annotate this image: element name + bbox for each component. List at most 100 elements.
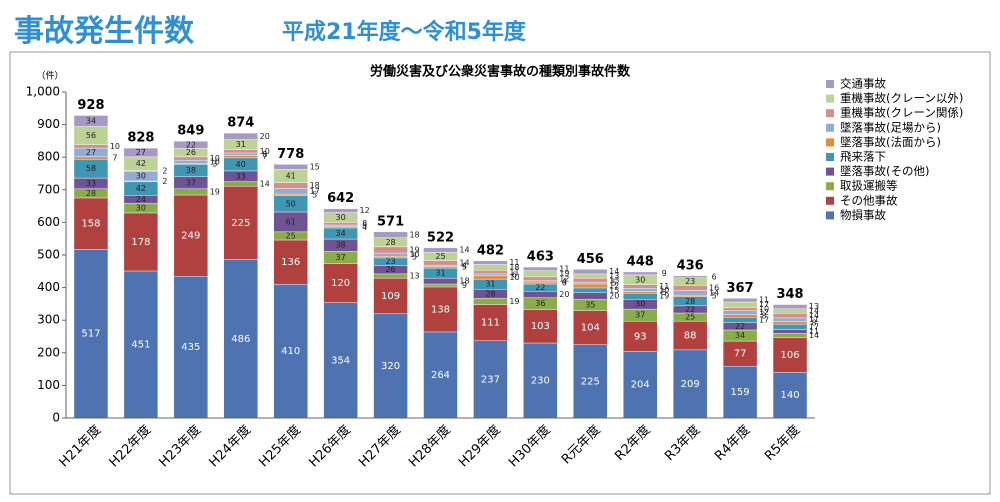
- data-label: 25: [286, 231, 296, 240]
- bar-segment: [273, 164, 308, 170]
- legend-swatch: [826, 80, 834, 88]
- bar-segment: [223, 132, 258, 140]
- data-label: 11: [659, 282, 669, 291]
- data-label: 5: [612, 279, 617, 288]
- data-label: 104: [581, 323, 600, 334]
- data-label: 20: [609, 292, 619, 301]
- data-label: 42: [136, 159, 146, 168]
- total-label: 928: [77, 98, 104, 113]
- data-label: 225: [581, 376, 600, 387]
- data-label: 8: [762, 311, 767, 320]
- legend-label: 交通事故: [840, 77, 886, 91]
- data-label: 12: [609, 281, 619, 290]
- data-label: 37: [186, 178, 196, 187]
- bar-segment: [373, 256, 408, 259]
- bar-segment: [473, 260, 508, 265]
- bar-segment: [223, 186, 258, 260]
- data-label: 10: [659, 285, 669, 294]
- data-label: 23: [685, 277, 695, 286]
- data-label: 435: [181, 342, 200, 353]
- bar-segment: [772, 329, 808, 334]
- bar-segment: [173, 159, 209, 164]
- data-label: 36: [535, 299, 545, 308]
- data-label: 410: [281, 346, 300, 357]
- data-label: 5: [712, 291, 717, 300]
- legend-label: 墜落事故(足場から): [840, 120, 941, 134]
- data-label: 3: [212, 159, 217, 168]
- bar-segment: [323, 224, 358, 227]
- bar-segment: [573, 292, 608, 300]
- bar-segment: [323, 208, 358, 213]
- bar-segment: [672, 285, 708, 291]
- data-label: 31: [485, 280, 495, 289]
- data-label: 8: [811, 318, 816, 327]
- data-label: 58: [86, 164, 96, 173]
- bar-segment: [523, 309, 558, 344]
- bar-segment: [473, 273, 508, 277]
- data-label: 27: [136, 148, 146, 157]
- data-label: 12: [360, 206, 370, 215]
- data-label: 31: [435, 269, 445, 278]
- bar-segment: [123, 212, 159, 272]
- data-label: 20: [260, 132, 270, 141]
- data-label: 30: [336, 213, 346, 222]
- bar-segment: [373, 273, 408, 279]
- data-label: 14: [809, 307, 819, 316]
- data-label: 486: [231, 334, 250, 345]
- total-label: 874: [227, 116, 254, 131]
- data-label: 140: [780, 390, 799, 401]
- data-label: 18: [459, 277, 469, 286]
- bar-segment: [173, 156, 209, 161]
- data-label: 5: [312, 190, 317, 199]
- y-tick-label: 0: [52, 411, 60, 425]
- data-label: 88: [684, 331, 697, 342]
- bar-segment: [223, 259, 258, 419]
- data-label: 10: [210, 154, 220, 163]
- legend-label: 飛来落下: [840, 150, 886, 164]
- bar-segment: [623, 284, 658, 289]
- data-label: 15: [609, 286, 619, 295]
- bar-segment: [223, 152, 258, 156]
- bar-segment: [423, 283, 458, 288]
- data-label: 14: [709, 288, 719, 297]
- bar-segment: [722, 340, 758, 367]
- bar-segment: [373, 246, 408, 254]
- bar-segment: [373, 252, 408, 257]
- bar-segment: [273, 284, 308, 419]
- data-label: 25: [435, 252, 445, 261]
- data-label: 30: [635, 300, 645, 309]
- total-label: 436: [677, 258, 704, 273]
- bar-segment: [173, 194, 209, 277]
- y-tick-label: 400: [37, 280, 60, 294]
- bar-segment: [373, 313, 408, 419]
- data-label: 9: [662, 269, 667, 278]
- data-label: 13: [809, 302, 819, 311]
- bar-segment: [323, 222, 358, 226]
- bar-segment: [523, 276, 558, 281]
- data-label: 42: [136, 184, 146, 193]
- bar-segment: [423, 277, 458, 285]
- data-label: 6: [512, 270, 517, 279]
- data-label: 6: [562, 279, 567, 288]
- bar-segment: [523, 342, 558, 419]
- bar-segment: [273, 182, 308, 189]
- bar-segment: [623, 320, 658, 352]
- data-label: 35: [585, 301, 595, 310]
- data-label: 159: [731, 387, 750, 398]
- data-label: 230: [531, 376, 550, 387]
- bar-segment: [722, 298, 758, 303]
- data-label: 8: [262, 150, 267, 159]
- data-label: 204: [631, 380, 650, 391]
- data-label: 5: [412, 253, 417, 262]
- data-label: 7: [262, 152, 267, 161]
- bar-segment: [573, 283, 608, 289]
- data-label: 34: [86, 117, 96, 126]
- legend-label: 墜落事故(法面から): [840, 135, 941, 149]
- data-label: 37: [635, 311, 645, 320]
- data-label: 17: [809, 322, 819, 331]
- data-label: 30: [136, 172, 146, 181]
- bar-segment: [623, 271, 658, 276]
- data-label: 451: [131, 339, 150, 350]
- y-tick-label: 1,000: [26, 85, 60, 99]
- data-label: 50: [286, 199, 296, 208]
